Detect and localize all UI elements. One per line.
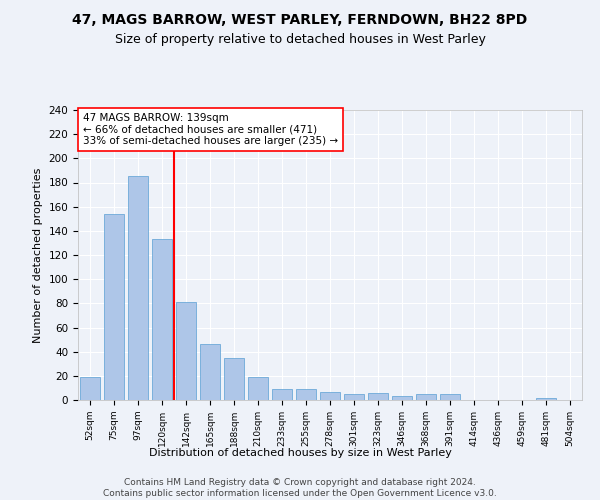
- Text: 47, MAGS BARROW, WEST PARLEY, FERNDOWN, BH22 8PD: 47, MAGS BARROW, WEST PARLEY, FERNDOWN, …: [73, 12, 527, 26]
- Bar: [392, 396, 412, 400]
- Bar: [344, 394, 364, 400]
- Text: Contains HM Land Registry data © Crown copyright and database right 2024.
Contai: Contains HM Land Registry data © Crown c…: [103, 478, 497, 498]
- Text: Distribution of detached houses by size in West Parley: Distribution of detached houses by size …: [149, 448, 451, 458]
- Bar: [200, 344, 220, 400]
- Bar: [272, 389, 292, 400]
- Bar: [104, 214, 124, 400]
- Bar: [248, 377, 268, 400]
- Text: Size of property relative to detached houses in West Parley: Size of property relative to detached ho…: [115, 32, 485, 46]
- Bar: [440, 394, 460, 400]
- Text: 47 MAGS BARROW: 139sqm
← 66% of detached houses are smaller (471)
33% of semi-de: 47 MAGS BARROW: 139sqm ← 66% of detached…: [83, 113, 338, 146]
- Bar: [80, 377, 100, 400]
- Bar: [176, 302, 196, 400]
- Y-axis label: Number of detached properties: Number of detached properties: [33, 168, 43, 342]
- Bar: [128, 176, 148, 400]
- Bar: [320, 392, 340, 400]
- Bar: [296, 389, 316, 400]
- Bar: [416, 394, 436, 400]
- Bar: [536, 398, 556, 400]
- Bar: [152, 240, 172, 400]
- Bar: [368, 393, 388, 400]
- Bar: [224, 358, 244, 400]
